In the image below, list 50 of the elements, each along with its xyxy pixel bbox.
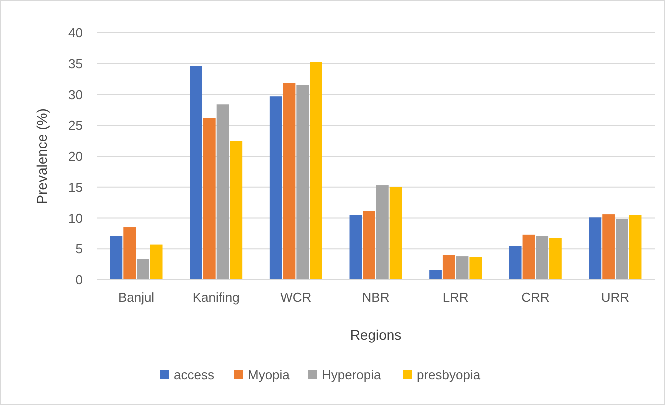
bar — [430, 270, 442, 280]
y-tick-label: 40 — [68, 26, 83, 41]
bar — [442, 255, 456, 280]
bar — [616, 219, 628, 280]
bar — [270, 96, 282, 280]
x-tick-label: URR — [601, 290, 630, 305]
bar — [470, 257, 482, 280]
x-tick-label: CRR — [522, 290, 550, 305]
legend-label: access — [174, 368, 215, 383]
legend-label: presbyopia — [417, 368, 482, 383]
legend-label: Myopia — [248, 368, 291, 383]
y-axis-title: Prevalence (%) — [34, 108, 50, 204]
bar — [456, 256, 469, 280]
bar — [190, 66, 202, 280]
bar — [216, 104, 230, 280]
bar — [137, 259, 150, 280]
bar — [550, 238, 562, 280]
x-tick-label: Kanifing — [192, 290, 240, 305]
bar — [589, 218, 602, 280]
bar — [283, 83, 296, 280]
y-tick-label: 0 — [76, 272, 83, 288]
bar — [602, 214, 615, 280]
y-tick-label: 35 — [68, 56, 83, 72]
bar — [296, 85, 310, 280]
x-tick-label: NBR — [362, 290, 390, 305]
y-tick-label: 25 — [68, 118, 83, 134]
x-axis-title: Regions — [350, 327, 402, 343]
legend-label: Hyperopia — [322, 368, 382, 383]
bar — [350, 215, 362, 280]
bar — [110, 236, 123, 280]
bar — [509, 246, 522, 280]
bar — [390, 187, 402, 280]
bar — [536, 236, 549, 280]
y-tick-label: 20 — [68, 149, 83, 164]
bar — [363, 211, 376, 280]
x-tick-label: LRR — [442, 290, 469, 305]
bar — [310, 62, 322, 280]
y-tick-label: 5 — [76, 242, 83, 257]
bar — [124, 228, 136, 280]
y-tick-label: 30 — [68, 87, 83, 102]
x-tick-label: WCR — [280, 290, 312, 305]
x-tick-label: Banjul — [118, 290, 155, 305]
bar — [150, 244, 163, 280]
y-tick-label: 10 — [68, 210, 83, 226]
bar — [629, 215, 642, 280]
bar — [230, 141, 243, 280]
bar — [203, 118, 216, 280]
bar — [522, 234, 536, 280]
y-tick-label: 15 — [68, 180, 83, 195]
bar — [376, 186, 389, 280]
